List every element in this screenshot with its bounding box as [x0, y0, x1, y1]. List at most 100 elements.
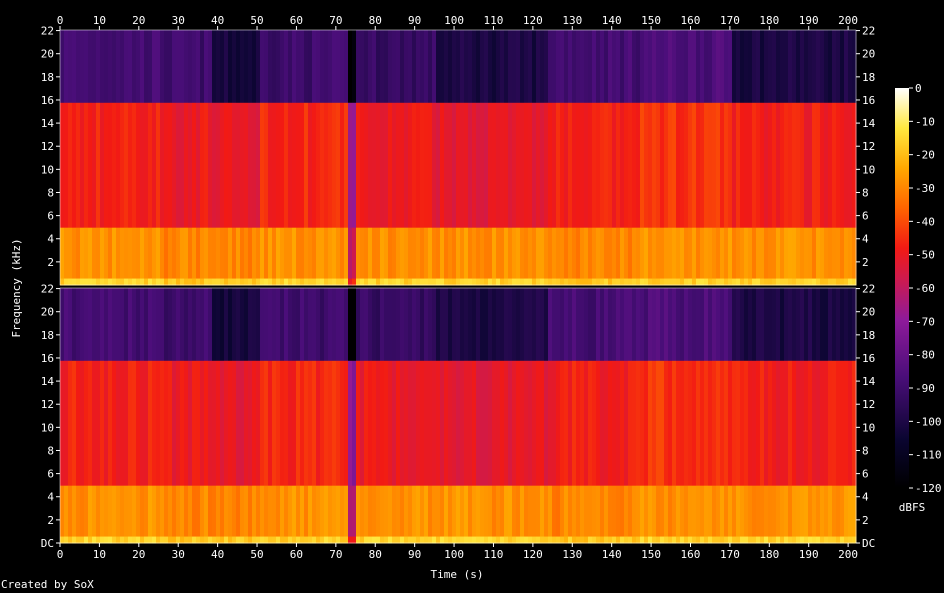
spectrogram-cell — [72, 30, 77, 103]
spectrogram-cell — [72, 278, 77, 286]
spectrogram-cell — [456, 227, 461, 279]
spectrogram-cell — [704, 536, 709, 544]
spectrogram-cell — [212, 360, 217, 486]
spectrogram-cell — [392, 227, 397, 279]
spectrogram-cell — [260, 288, 265, 361]
spectrogram-cell — [812, 227, 817, 279]
spectrogram-cell — [532, 360, 537, 486]
spectrogram-cell — [116, 288, 121, 361]
colorbar: 0-10-20-30-40-50-60-70-80-90-100-110-120 — [895, 82, 942, 495]
spectrogram-cell — [204, 102, 209, 228]
spectrogram-cell — [820, 536, 825, 544]
spectrogram-cell — [100, 360, 105, 486]
spectrogram-cell — [788, 102, 793, 228]
spectrogram-cell — [184, 227, 189, 279]
spectrogram-cell — [748, 536, 753, 544]
spectrogram-cell — [660, 536, 665, 544]
spectrogram-cell — [368, 278, 373, 286]
spectrogram-cell — [392, 30, 397, 103]
spectrogram-cell — [852, 30, 857, 103]
spectrogram-cell — [396, 227, 401, 279]
spectrogram-cell — [696, 485, 701, 537]
spectrogram-cell — [252, 360, 257, 486]
spectrogram-cell — [612, 536, 617, 544]
spectrogram-cell — [692, 278, 697, 286]
spectrogram-cell — [628, 227, 633, 279]
spectrogram-cell — [580, 536, 585, 544]
spectrogram-cell — [728, 536, 733, 544]
spectrogram-cell — [824, 288, 829, 361]
spectrogram-cell — [748, 485, 753, 537]
spectrogram-cell — [284, 536, 289, 544]
spectrogram-cell — [152, 30, 157, 103]
spectrogram-cell — [676, 360, 681, 486]
spectrogram-cell — [504, 227, 509, 279]
spectrogram-cell — [792, 360, 797, 486]
spectrogram-cell — [332, 360, 337, 486]
spectrogram-cell — [496, 278, 501, 286]
spectrogram-cell — [260, 360, 265, 486]
spectrogram-cell — [564, 360, 569, 486]
spectrogram-cell — [608, 102, 613, 228]
x-tick-label-top: 190 — [799, 14, 819, 27]
spectrogram-cell — [552, 288, 557, 361]
y-tick-label-left: 10 — [41, 163, 54, 176]
spectrogram-cell — [108, 227, 113, 279]
spectrogram-cell — [104, 227, 109, 279]
spectrogram-cell — [480, 278, 485, 286]
spectrogram-cell — [800, 227, 805, 279]
spectrogram-cell — [720, 360, 725, 486]
spectrogram-cell — [88, 227, 93, 279]
spectrogram-cell — [76, 227, 81, 279]
spectrogram-cell — [148, 288, 153, 361]
spectrogram-cell — [216, 30, 221, 103]
spectrogram-cell — [636, 278, 641, 286]
spectrogram-cell — [492, 102, 497, 228]
spectrogram-cell — [292, 360, 297, 486]
spectrogram-cell — [136, 485, 141, 537]
y-tick-label-left: 18 — [41, 329, 54, 342]
spectrogram-cell — [576, 30, 581, 103]
spectrogram-cell — [668, 227, 673, 279]
spectrogram-cell — [352, 227, 357, 279]
spectrogram-cell — [776, 288, 781, 361]
spectrogram-cell — [320, 536, 325, 544]
spectrogram-cell — [256, 536, 261, 544]
spectrogram-cell — [240, 30, 245, 103]
spectrogram-cell — [128, 227, 133, 279]
spectrogram-cell — [764, 278, 769, 286]
spectrogram-cell — [116, 102, 121, 228]
spectrogram-cell — [604, 278, 609, 286]
spectrogram-cell — [680, 288, 685, 361]
spectrogram-cell — [84, 227, 89, 279]
spectrogram-cell — [796, 278, 801, 286]
spectrogram-cell — [388, 288, 393, 361]
spectrogram-cell — [172, 30, 177, 103]
spectrogram-cell — [100, 536, 105, 544]
spectrogram-cell — [300, 30, 305, 103]
spectrogram-cell — [236, 278, 241, 286]
spectrogram-cell — [432, 102, 437, 228]
spectrogram-cell — [284, 278, 289, 286]
spectrogram-cell — [692, 360, 697, 486]
spectrogram-cell — [768, 278, 773, 286]
spectrogram-cell — [392, 485, 397, 537]
spectrogram-cell — [80, 278, 85, 286]
colorbar-gradient — [895, 88, 909, 488]
spectrogram-cell — [824, 536, 829, 544]
spectrogram-cell — [88, 30, 93, 103]
spectrogram-cell — [120, 360, 125, 486]
spectrogram-cell — [236, 102, 241, 228]
spectrogram-cell — [672, 102, 677, 228]
spectrogram-cell — [332, 278, 337, 286]
spectrogram-cell — [324, 485, 329, 537]
spectrogram-cell — [396, 278, 401, 286]
spectrogram-cell — [140, 102, 145, 228]
spectrogram-cell — [88, 485, 93, 537]
x-tick-label-top: 130 — [562, 14, 582, 27]
spectrogram-cell — [324, 536, 329, 544]
spectrogram-cell — [588, 536, 593, 544]
spectrogram-cell — [764, 227, 769, 279]
spectrogram-cell — [488, 102, 493, 228]
